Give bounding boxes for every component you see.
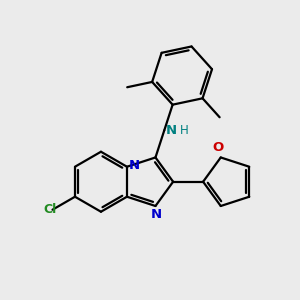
Text: N: N <box>166 124 177 137</box>
Text: N: N <box>151 208 162 220</box>
Text: H: H <box>179 124 188 137</box>
Text: N: N <box>129 159 140 172</box>
Text: O: O <box>212 141 223 154</box>
Text: Cl: Cl <box>43 203 56 216</box>
